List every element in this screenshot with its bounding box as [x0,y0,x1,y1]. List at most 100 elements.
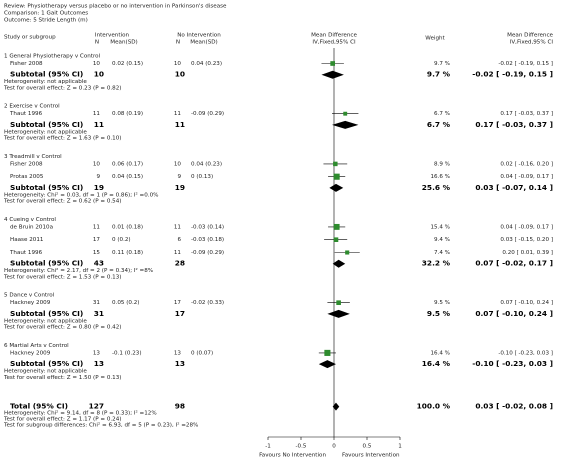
summary-effect: 0.07 [ -0.10, 0.24 ] [475,309,553,318]
summary-effect: 0.07 [ -0.02, 0.17 ] [475,259,553,268]
ctrl-n: 11 [174,224,182,230]
study-marker [345,250,350,255]
summary-label: Total (95% CI) [10,402,68,411]
x-tick-label: 0 [332,444,336,450]
summary-int-n: 19 [94,183,104,192]
summary-ctrl-n: 17 [175,309,185,318]
group-title: 5 Dance v Control [4,293,55,299]
study-marker [333,161,338,167]
int-n: 10 [93,61,101,67]
summary-int-n: 127 [89,402,104,411]
ctrl-n: 6 [177,237,181,243]
summary-effect: -0.02 [ -0.19, 0.15 ] [472,70,553,79]
ctrl-mean: -0.03 (0.14) [191,224,224,230]
weight: 6.7 % [434,111,450,117]
group-title: 3 Treadmill v Control [4,154,62,160]
overall-effect: Test for overall effect: Z = 0.62 (P = 0… [3,199,121,205]
summary-ctrl-n: 11 [175,120,185,129]
effect: 0.04 [ -0.09, 0.17 ] [500,174,553,180]
summary-label: Subtotal (95% CI) [10,70,83,79]
weight: 8.9 % [434,161,450,167]
int-mean: 0 (0.2) [112,237,131,243]
int-mean: 0.01 (0.18) [112,224,143,230]
study-name: Fisher 2008 [10,61,43,67]
int-mean: 0.02 (0.15) [112,61,143,67]
study-marker [336,300,341,306]
review: Review: Physiotherapy versus placebo or … [4,4,227,10]
col-no-intervention: No Intervention [177,33,221,39]
total-overall-effect: Test for overall effect: Z = 1.17 (P = 0… [3,417,121,423]
summary-weight: 100.0 % [417,402,451,411]
overall-effect: Test for overall effect: Z = 1.53 (P = 0… [3,275,121,281]
study-name: Fisher 2008 [10,161,43,167]
summary-label: Subtotal (95% CI) [10,309,83,318]
summary-effect: -0.10 [ -0.23, 0.03 ] [472,359,553,368]
study-name: Protas 2005 [10,174,44,180]
ctrl-mean: -0.09 (0.29) [191,250,224,256]
summary-ctrl-n: 98 [175,402,185,411]
summary-diamond [318,360,336,369]
favours-left: Favours No Intervention [259,453,326,459]
effect: 0.04 [ -0.09, 0.17 ] [500,224,553,230]
summary-label: Subtotal (95% CI) [10,359,83,368]
overall-effect: Test for overall effect: Z = 0.80 (P = 0… [3,325,121,331]
weight: 9.5 % [434,300,450,306]
outcome: Outcome: 5 Stride Length (m) [4,18,88,24]
summary-diamond [327,309,350,318]
col-md: Mean Difference [507,33,553,39]
study-marker [324,349,331,356]
total-heterogeneity: Heterogeneity: Chi² = 9.14, df = 8 (P = … [4,410,157,417]
ctrl-mean: -0.09 (0.29) [191,111,224,117]
x-tick-label: 1 [398,444,402,450]
ctrl-mean: 0 (0.13) [191,174,213,180]
x-tick-label: -1 [265,444,271,450]
study-name: Thaut 1996 [9,111,43,117]
ctrl-n: 10 [174,61,182,67]
study-marker [333,223,340,230]
int-n: 11 [93,111,101,117]
col-ctrl-n: N [176,40,180,46]
summary-ctrl-n: 10 [175,70,185,79]
study-marker [343,111,348,116]
col-int-n: N [95,40,99,46]
weight: 9.4 % [434,237,450,243]
group-title: 1 General Physiotherapy v Control [4,54,101,60]
summary-diamond [321,70,344,79]
int-n: 31 [93,300,101,306]
summary-ctrl-n: 13 [175,359,185,368]
effect: 0.20 [ 0.01, 0.39 ] [502,250,553,256]
ctrl-mean: 0.04 (0.23) [191,61,222,67]
int-n: 10 [93,161,101,167]
comparison: Comparison: 1 Gait Outcomes [4,11,88,17]
overall-effect: Test for overall effect: Z = 1.63 (P = 0… [3,136,121,142]
summary-int-n: 31 [94,309,104,318]
int-n: 15 [93,250,101,256]
summary-label: Subtotal (95% CI) [10,120,83,129]
study-name: Hackney 2009 [10,300,51,306]
summary-weight: 16.4 % [422,359,451,368]
ctrl-n: 11 [174,250,182,256]
int-n: 17 [93,237,101,243]
summary-int-n: 10 [94,70,104,79]
summary-ctrl-n: 28 [175,259,185,268]
int-n: 9 [96,174,100,180]
study-marker [333,237,339,242]
summary-weight: 9.5 % [427,309,451,318]
ctrl-n: 11 [174,111,182,117]
ctrl-n: 17 [174,300,182,306]
study-name: Thaut 1996 [9,250,43,256]
heterogeneity: Heterogeneity: not applicable [4,129,87,135]
overall-effect: Test for overall effect: Z = 0.23 (P = 0… [3,86,121,92]
col-md-plot: Mean Difference [311,33,357,39]
ctrl-n: 9 [177,174,181,180]
favours-right: Favours Intervention [342,453,400,459]
group-title: 4 Cueing v Control [4,217,56,223]
summary-weight: 25.6 % [422,183,451,192]
study-name: Haase 2011 [10,237,44,243]
summary-label: Subtotal (95% CI) [10,259,83,268]
col-study: Study or subgroup [4,35,56,41]
col-ctrl-mean: Mean(SD) [190,40,217,46]
summary-effect: 0.17 [ -0.03, 0.37 ] [475,120,553,129]
weight: 9.7 % [434,61,450,67]
